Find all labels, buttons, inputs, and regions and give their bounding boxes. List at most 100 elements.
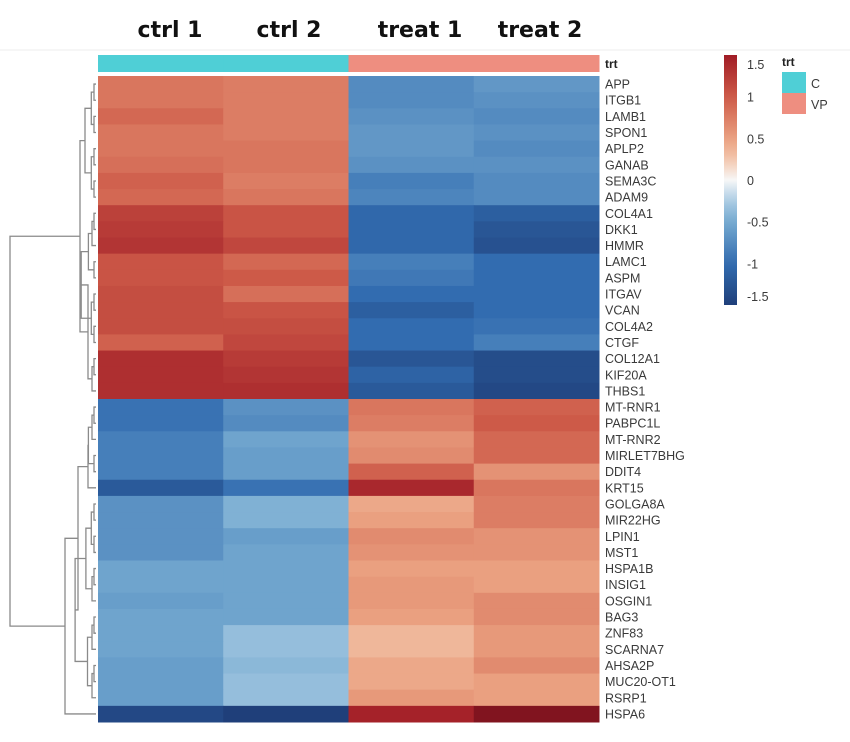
- row-label: ITGAV: [605, 288, 642, 302]
- heatmap-cell: [223, 189, 349, 206]
- heatmap-cell: [98, 189, 224, 206]
- color-scale-tick: -1.5: [747, 290, 769, 304]
- heatmap-cell: [348, 689, 475, 707]
- heatmap-cell: [473, 350, 600, 368]
- row-label: HSPA6: [605, 707, 645, 721]
- dendrogram-branch: [93, 293, 96, 311]
- heatmap-cell: [223, 705, 349, 723]
- row-label: LAMC1: [605, 255, 647, 269]
- dendrogram-branch: [86, 636, 92, 687]
- heatmap-cell: [98, 334, 224, 352]
- heatmap-cell: [473, 447, 600, 465]
- color-scale-legend: 1.5 1 0.5 0 -0.5 -1 -1.5: [724, 55, 769, 305]
- heatmap-cell: [473, 592, 600, 610]
- heatmap-cell: [223, 576, 349, 594]
- heatmap-cell: [473, 673, 600, 691]
- row-labels: APP ITGB1 LAMB1 SPON1 APLP2 GANAB SEMA3C ADAM9 C…: [605, 78, 685, 722]
- row-label: ZNF83: [605, 627, 643, 641]
- color-scale-tick: -1: [747, 257, 758, 271]
- heatmap-cell: [223, 302, 349, 319]
- heatmap-cell: [348, 399, 475, 416]
- heatmap-cell: [473, 705, 600, 723]
- row-label: APP: [605, 78, 630, 92]
- row-label: COL4A1: [605, 207, 653, 221]
- heatmap-cell: [223, 124, 349, 142]
- heatmap-cell: [473, 205, 600, 222]
- heatmap-cell: [473, 366, 600, 384]
- dendrogram-branch: [93, 83, 96, 101]
- heatmap-cell: [223, 269, 349, 287]
- heatmap-cell: [223, 560, 349, 578]
- column-titles: ctrl 1 ctrl 2 treat 1 treat 2: [138, 18, 583, 43]
- heatmap-cell: [348, 189, 475, 206]
- row-label: ASPM: [605, 271, 640, 285]
- row-label: THBS1: [605, 384, 645, 398]
- color-scale-tick: 1: [747, 91, 754, 105]
- heatmap-cell: [98, 205, 224, 222]
- annotation-cell: [348, 55, 475, 72]
- heatmap-cell: [223, 657, 349, 675]
- heatmap-cell: [348, 495, 475, 513]
- heatmap-cell: [473, 560, 600, 578]
- heatmap-cell: [473, 415, 600, 432]
- dendrogram-branch: [93, 454, 96, 473]
- heatmap-cell: [223, 463, 349, 481]
- heatmap-cell: [348, 285, 475, 303]
- heatmap-cell: [223, 108, 349, 125]
- dendrogram-branch: [93, 664, 96, 683]
- row-label: VCAN: [605, 304, 640, 318]
- dendrogram-branch: [93, 148, 96, 166]
- heatmap-cell: [98, 156, 224, 174]
- heatmap-cell: [223, 140, 349, 158]
- dendrogram-branch: [93, 212, 96, 231]
- heatmap-cell: [98, 269, 224, 287]
- heatmap-cell: [223, 431, 349, 448]
- dendrogram-branch: [87, 444, 96, 489]
- heatmap-cell: [473, 657, 600, 675]
- heatmap-cell: [223, 285, 349, 303]
- heatmap-cell: [473, 124, 600, 142]
- trt-legend-title: trt: [782, 55, 795, 69]
- heatmap-cell: [473, 156, 600, 174]
- row-label: MST1: [605, 546, 638, 560]
- row-label: GOLGA8A: [605, 497, 665, 511]
- heatmap-cell: [223, 592, 349, 610]
- color-scale-tick: 0.5: [747, 132, 764, 146]
- heatmap-cell: [98, 318, 224, 335]
- heatmap-cell: [223, 447, 349, 465]
- heatmap-cell: [473, 221, 600, 238]
- row-label: SEMA3C: [605, 174, 656, 188]
- heatmap-cell: [223, 350, 349, 368]
- annotation-cell: [98, 55, 224, 72]
- heatmap-cell: [348, 156, 475, 174]
- heatmap-cell: [473, 253, 600, 271]
- heatmap-cell: [348, 512, 475, 529]
- row-label: AHSA2P: [605, 659, 654, 673]
- heatmap-cell: [223, 689, 349, 707]
- heatmap-cell: [98, 479, 224, 497]
- heatmap-cell: [223, 399, 349, 416]
- heatmap-cell: [223, 479, 349, 497]
- heatmap-cell: [98, 108, 224, 125]
- heatmap-cell: [473, 528, 600, 545]
- heatmap-cell: [348, 673, 475, 691]
- heatmap-cell: [223, 512, 349, 529]
- heatmap-cell: [223, 528, 349, 545]
- heatmap-cell: [473, 625, 600, 642]
- heatmap-cell: [473, 495, 600, 513]
- heatmap-cell: [348, 237, 475, 255]
- heatmap-cell: [348, 382, 475, 400]
- heatmap-cell: [223, 495, 349, 513]
- color-scale-tick: -0.5: [747, 216, 769, 230]
- heatmap-cell: [473, 463, 600, 481]
- heatmap-cell: [473, 399, 600, 416]
- heatmap-cell: [348, 221, 475, 238]
- row-label: COL4A2: [605, 320, 653, 334]
- heatmap-cell: [473, 140, 600, 158]
- heatmap-cell: [348, 172, 475, 190]
- heatmap-cell: [348, 657, 475, 675]
- heatmap-cell: [473, 285, 600, 303]
- row-label: RSRP1: [605, 691, 647, 705]
- heatmap-cell: [348, 415, 475, 432]
- color-scale-tick: 1.5: [747, 58, 764, 72]
